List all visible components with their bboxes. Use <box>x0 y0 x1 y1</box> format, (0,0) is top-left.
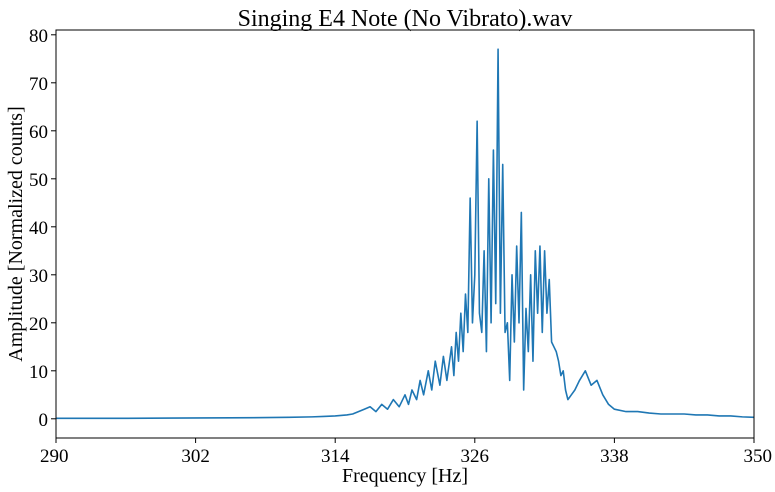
x-tick-label: 326 <box>461 446 490 467</box>
plot-area <box>55 29 755 439</box>
y-tick-label: 80 <box>29 26 48 47</box>
y-tick-label: 50 <box>29 170 48 191</box>
x-axis-label: Frequency [Hz] <box>342 465 468 487</box>
y-tick-label: 60 <box>29 122 48 143</box>
axes-frame <box>55 29 755 439</box>
x-axis: 290 302 314 326 338 350 <box>40 438 772 467</box>
y-tick-label: 0 <box>39 410 49 431</box>
y-axis: 0 10 20 30 40 50 60 70 80 <box>29 26 56 431</box>
y-axis-label: Amplitude [Normalized counts] <box>5 106 27 362</box>
y-tick-label: 70 <box>29 74 48 95</box>
x-tick-label: 302 <box>181 446 210 467</box>
y-tick-label: 10 <box>29 362 48 383</box>
x-tick-label: 338 <box>600 446 629 467</box>
chart-title: Singing E4 Note (No Vibrato).wav <box>238 6 573 32</box>
y-tick-label: 40 <box>29 218 48 239</box>
x-tick-label: 350 <box>744 446 773 467</box>
x-tick-label: 314 <box>321 446 350 467</box>
y-tick-label: 20 <box>29 314 48 335</box>
y-tick-label: 30 <box>29 266 48 287</box>
x-tick-label: 290 <box>40 446 69 467</box>
series-line <box>56 48 755 420</box>
